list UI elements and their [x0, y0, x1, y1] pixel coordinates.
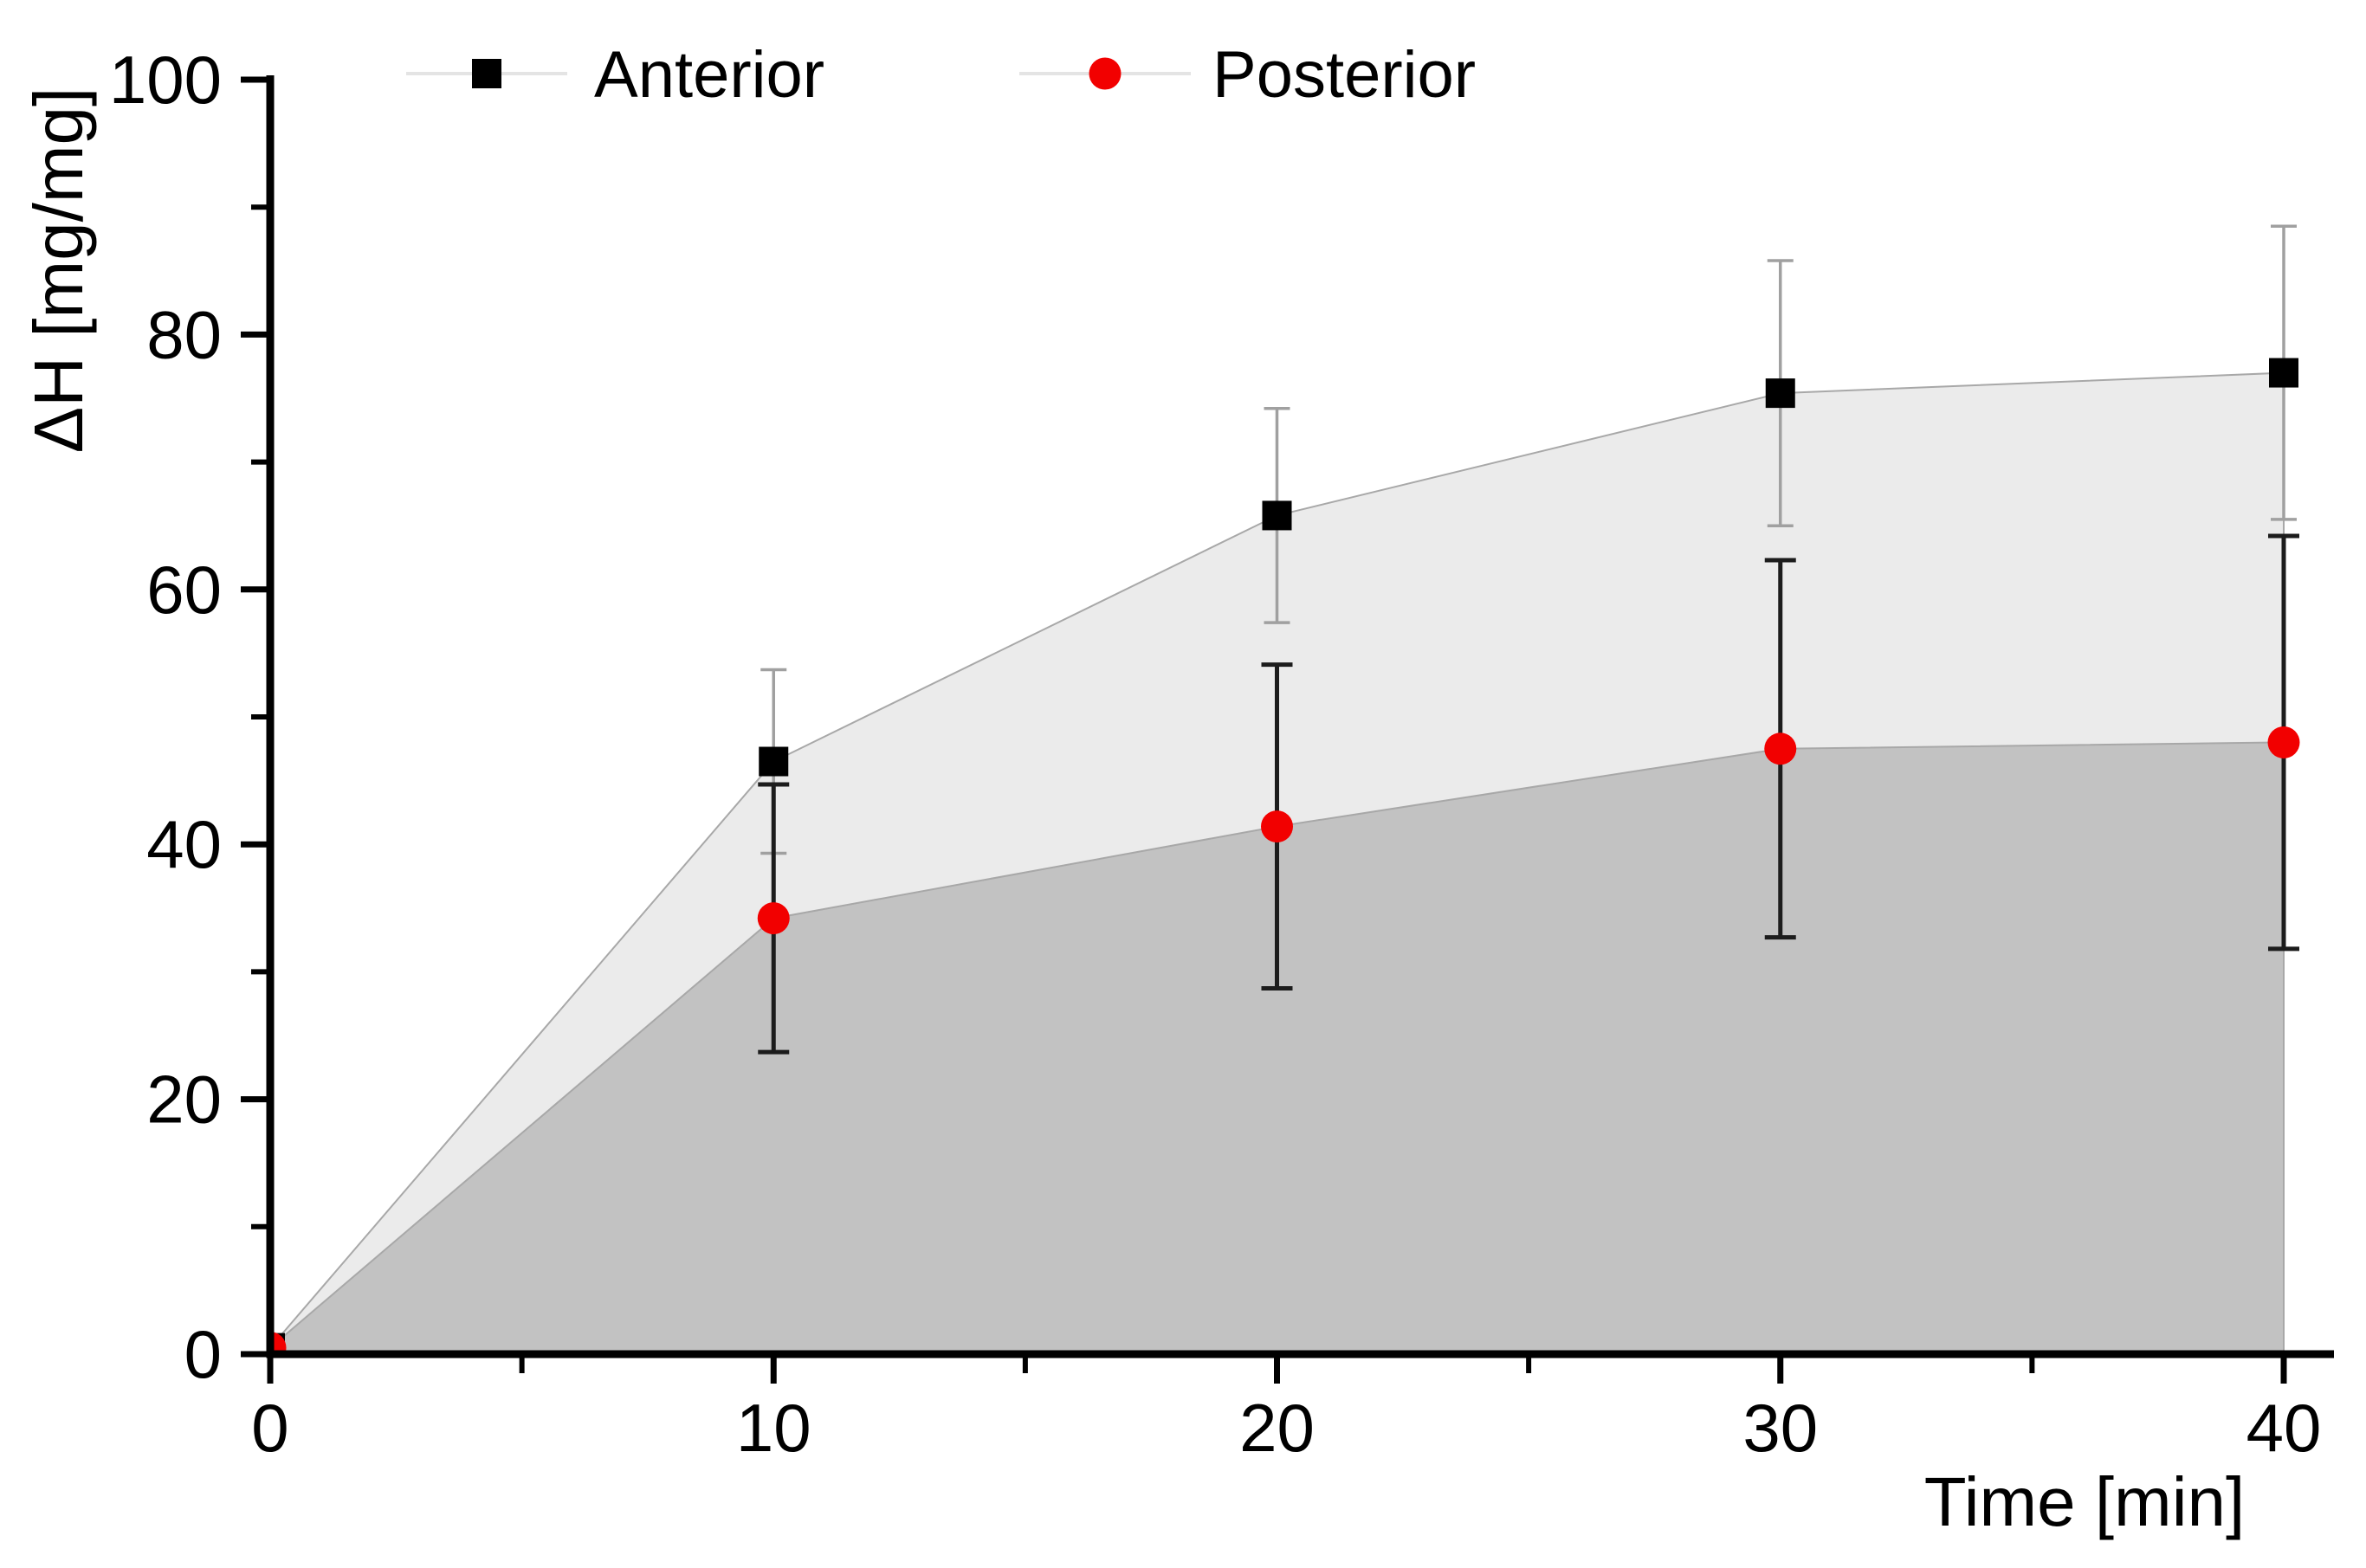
- legend: Anterior Posterior: [406, 38, 1476, 112]
- x-tick-label: 10: [736, 1390, 811, 1466]
- legend-label-anterior: Anterior: [594, 38, 824, 112]
- tick-labels: 0 10 20 30 40 0 20 40 60 80 100: [109, 42, 2322, 1466]
- y-tick-label: 20: [146, 1061, 222, 1138]
- y-tick-label: 100: [109, 42, 222, 118]
- anterior-marker: [759, 746, 789, 777]
- posterior-marker: [757, 902, 790, 935]
- y-axis-title: ΔH [mg/mg]: [20, 87, 97, 453]
- x-axis-title: Time [min]: [1924, 1463, 2245, 1540]
- legend-marker-square-icon: [472, 59, 501, 88]
- data-markers: [272, 358, 2300, 1351]
- axes: [241, 75, 2334, 1384]
- y-tick-label: 0: [184, 1316, 222, 1392]
- posterior-marker: [2267, 726, 2300, 758]
- x-tick-label: 40: [2246, 1390, 2322, 1466]
- posterior-marker: [1261, 810, 1293, 843]
- posterior-marker: [272, 1332, 287, 1351]
- anterior-marker: [1765, 378, 1795, 409]
- anterior-marker: [1262, 500, 1292, 531]
- legend-marker-circle-icon: [1089, 57, 1122, 90]
- x-tick-label: 0: [251, 1390, 288, 1466]
- y-tick-label: 40: [146, 806, 222, 882]
- x-tick-label: 20: [1239, 1390, 1315, 1466]
- anterior-marker: [2269, 358, 2298, 388]
- x-tick-label: 30: [1742, 1390, 1818, 1466]
- posterior-marker: [1764, 732, 1797, 765]
- y-tick-label: 80: [146, 296, 222, 372]
- legend-label-posterior: Posterior: [1212, 38, 1476, 112]
- y-tick-label: 60: [146, 552, 222, 628]
